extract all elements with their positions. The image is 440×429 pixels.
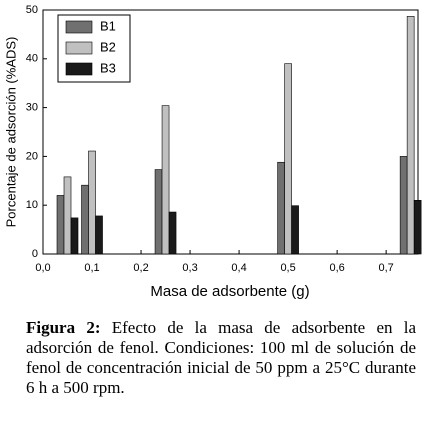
x-tick-label: 0,0 <box>35 262 50 274</box>
bar <box>154 169 163 255</box>
chart: Masa de adsorbente (g) Porcentaje de ads… <box>3 4 422 300</box>
x-tick-label: 0,7 <box>378 262 393 274</box>
y-tick-label: 50 <box>26 4 38 16</box>
bar <box>95 215 103 255</box>
legend-swatch <box>65 62 93 76</box>
bar <box>88 150 96 255</box>
caption-text: Efecto de la masa de adsorbente en la ad… <box>26 318 416 397</box>
x-tick-label: 0,1 <box>84 262 99 274</box>
x-tick-label: 0,5 <box>280 262 295 274</box>
y-axis-label: Porcentaje de adsorción (%ADS) <box>3 37 18 228</box>
bar <box>56 195 65 255</box>
plot-frame <box>42 9 419 255</box>
x-tick-label: 0,4 <box>231 262 246 274</box>
bar <box>81 184 89 255</box>
x-tick-label: 0,2 <box>133 262 148 274</box>
y-tick-label: 10 <box>26 199 38 211</box>
legend-label: B2 <box>100 39 116 54</box>
legend-label: B1 <box>100 18 116 33</box>
x-tick-label: 0,6 <box>329 262 344 274</box>
legend-label: B3 <box>100 60 116 75</box>
legend-swatch <box>65 41 93 55</box>
bar <box>291 205 299 255</box>
x-tick-label: 0,3 <box>182 262 197 274</box>
bar <box>399 156 408 255</box>
bar <box>284 63 292 255</box>
bar <box>63 176 72 255</box>
caption-label: Figura 2: <box>26 318 101 337</box>
y-tick-label: 20 <box>26 150 38 162</box>
x-axis-label: Masa de adsorbente (g) <box>150 283 309 300</box>
y-tick-label: 40 <box>26 53 38 65</box>
y-tick-label: 0 <box>32 248 38 260</box>
bar <box>161 105 170 255</box>
bar <box>406 16 415 255</box>
legend-swatch <box>65 20 93 34</box>
y-tick-label: 30 <box>26 102 38 114</box>
bar <box>413 200 422 255</box>
caption: Figura 2: Efecto de la masa de adsorbent… <box>26 318 416 398</box>
bar <box>168 211 177 255</box>
bar <box>277 161 285 255</box>
bar <box>70 217 79 255</box>
